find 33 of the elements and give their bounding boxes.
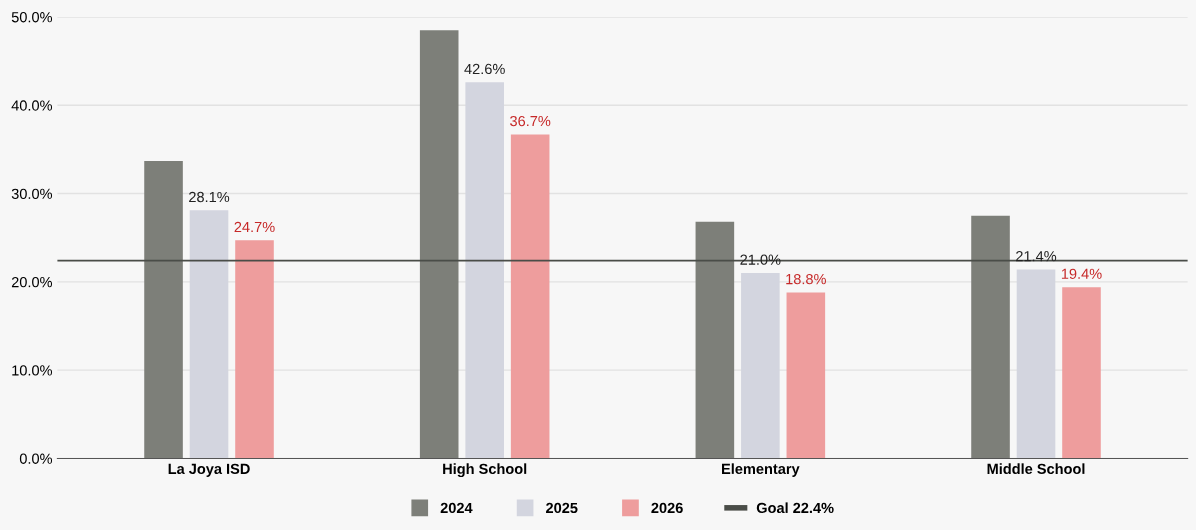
bar: [741, 273, 780, 459]
bar: [465, 82, 504, 459]
bar: [189, 210, 229, 459]
y-tick-label: 10.0%: [12, 365, 53, 376]
data-label: 24.7%: [234, 221, 275, 233]
y-tick-label: 50.0%: [11, 12, 53, 23]
bar: [786, 292, 826, 459]
data-label: 42.6%: [464, 63, 505, 75]
legend-label: 2025: [546, 502, 578, 514]
bar: [1062, 287, 1101, 459]
bar: [695, 221, 735, 459]
bar: [1016, 269, 1056, 459]
data-label: 21.4%: [1016, 250, 1057, 262]
data-label: 36.7%: [510, 115, 551, 127]
data-label: 18.8%: [786, 273, 826, 285]
bar: [419, 30, 459, 459]
bar: [235, 240, 274, 459]
x-tick-label: Elementary: [722, 463, 800, 477]
data-label: 19.4%: [1061, 268, 1102, 279]
bar: [144, 160, 183, 459]
legend-label: Goal 22.4%: [756, 502, 834, 514]
y-tick-label: 40.0%: [11, 100, 53, 111]
legend-label: 2024: [440, 502, 473, 514]
bar: [510, 134, 550, 459]
y-tick-label: 30.0%: [11, 188, 53, 199]
x-tick-label: La Joya ISD: [168, 463, 250, 477]
legend-label: 2026: [651, 502, 683, 514]
bar: [971, 215, 1010, 459]
y-tick-label: 0.0%: [19, 453, 53, 464]
y-tick-label: 20.0%: [11, 276, 53, 288]
data-label: 28.1%: [189, 191, 230, 203]
x-tick-label: Middle School: [987, 463, 1085, 475]
x-tick-label: High School: [443, 463, 527, 477]
